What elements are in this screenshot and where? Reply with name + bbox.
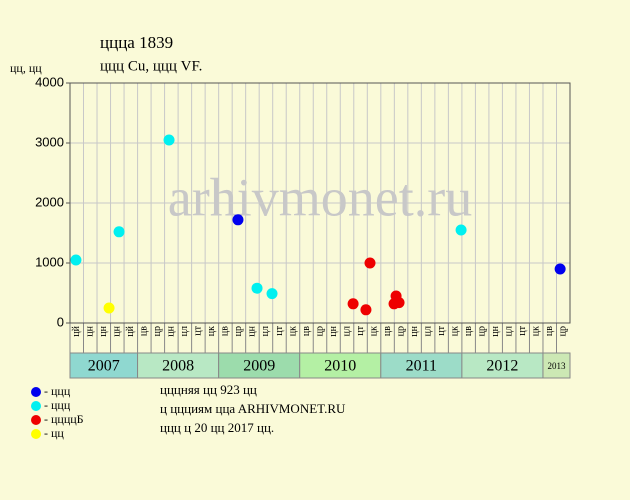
year-band xyxy=(299,352,382,379)
year-label: 2011 xyxy=(406,358,437,375)
year-label: 2010 xyxy=(324,358,356,375)
data-point xyxy=(393,297,405,309)
column-label: цт xyxy=(436,325,447,335)
legend-label: - ццццБ xyxy=(44,412,84,426)
column-label: цр xyxy=(233,326,244,336)
y-tick-label: 2000 xyxy=(35,194,64,209)
column-label: цн xyxy=(490,325,501,336)
data-point xyxy=(364,257,376,269)
year-label: 2013 xyxy=(547,361,566,371)
data-point xyxy=(232,214,244,226)
column-label: цл xyxy=(260,326,271,336)
column-label: цн xyxy=(409,325,420,336)
chart-title: цццa 1839 xyxy=(100,33,173,52)
column-label: цн xyxy=(112,325,123,336)
legend-marker xyxy=(31,415,41,425)
data-point xyxy=(70,254,82,266)
data-point xyxy=(163,134,175,146)
column-label: цк xyxy=(449,326,460,336)
data-point xyxy=(103,302,115,314)
column-label: цй xyxy=(71,325,82,336)
chart-subtitle: ццц Cu, ццц VF. xyxy=(100,58,202,74)
year-band xyxy=(542,352,571,379)
legend-marker xyxy=(31,387,41,397)
column-label: цр xyxy=(152,326,163,336)
plot-frame xyxy=(69,82,571,324)
column-label: цв xyxy=(139,326,150,336)
note: ццц ц 20 цц 2017 цц. xyxy=(160,420,274,435)
column-label: цн xyxy=(328,325,339,336)
column-label: цн xyxy=(98,325,109,336)
y-tick-label: 3000 xyxy=(35,134,64,149)
column-label: цв xyxy=(544,326,555,336)
column-label: цр xyxy=(558,326,569,336)
column-label: цт xyxy=(355,325,366,335)
column-label: цк xyxy=(368,326,379,336)
column-label: цн xyxy=(247,325,258,336)
data-point xyxy=(347,298,359,310)
year-label: 2012 xyxy=(486,358,518,375)
column-label: цт xyxy=(274,325,285,335)
column-label: цр xyxy=(395,326,406,336)
data-point xyxy=(360,304,372,316)
column-label: цр xyxy=(314,326,325,336)
y-axis-label: цц, цц xyxy=(10,61,42,75)
data-point xyxy=(554,263,566,275)
legend-marker xyxy=(31,401,41,411)
data-point xyxy=(455,224,467,236)
year-band xyxy=(380,352,463,379)
year-label: 2009 xyxy=(243,358,275,375)
data-point xyxy=(266,288,278,300)
watermark: arhivmonet.ru xyxy=(168,167,472,227)
column-label: цв xyxy=(301,326,312,336)
column-label: цл xyxy=(422,326,433,336)
column-label: цв xyxy=(463,326,474,336)
year-band xyxy=(218,352,301,379)
legend-label: - цц xyxy=(44,426,64,440)
data-point xyxy=(251,282,263,294)
column-label: цв xyxy=(220,326,231,336)
column-label: цк xyxy=(287,326,298,336)
note: цццняя цц 923 цц xyxy=(160,382,257,397)
legend-label: - ццц xyxy=(44,384,71,398)
column-label: цл xyxy=(503,326,514,336)
year-label: 2008 xyxy=(162,358,194,375)
column-label: цт xyxy=(517,325,528,335)
data-point xyxy=(113,226,125,238)
column-label: цв xyxy=(382,326,393,336)
column-label: цр xyxy=(476,326,487,336)
year-band xyxy=(461,352,544,379)
y-tick-label: 1000 xyxy=(35,254,64,269)
column-label: цн xyxy=(85,325,96,336)
column-label: цк xyxy=(531,326,542,336)
column-label: цк xyxy=(206,326,217,336)
legend-marker xyxy=(31,429,41,439)
column-label: цл xyxy=(179,326,190,336)
year-band xyxy=(137,352,220,379)
y-tick-label: 0 xyxy=(57,314,64,329)
column-label: цн xyxy=(166,325,177,336)
column-label: цт xyxy=(193,325,204,335)
column-label: цл xyxy=(341,326,352,336)
y-tick-label: 4000 xyxy=(35,74,64,89)
legend-label: - ццц xyxy=(44,398,71,412)
column-label: цй xyxy=(125,325,136,336)
year-label: 2007 xyxy=(88,358,120,375)
note: ц ццциям ццa ARHIVMONET.RU xyxy=(160,401,346,416)
